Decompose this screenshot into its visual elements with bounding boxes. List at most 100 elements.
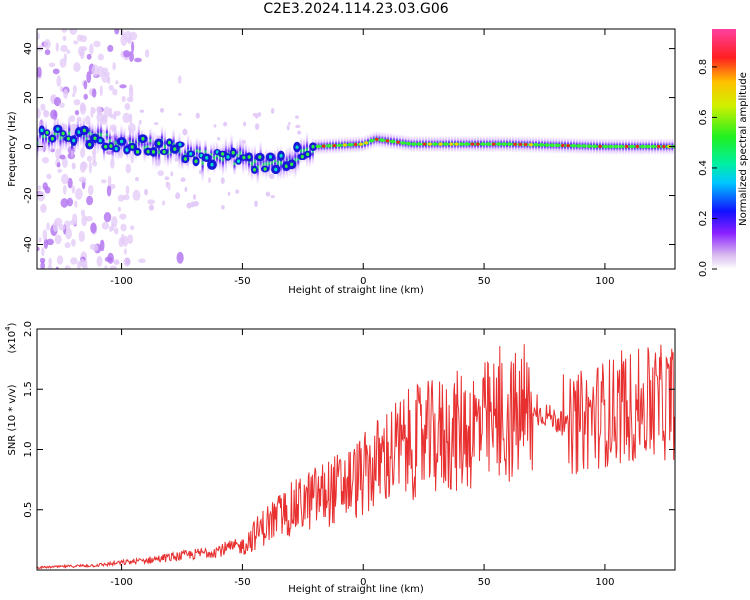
heatmap-noise-blob [39, 257, 46, 264]
heatmap-noise-blob [91, 64, 100, 77]
heatmap-band-column [198, 138, 201, 165]
heatmap-band-column [129, 125, 132, 161]
heatmap-peak-core [236, 159, 241, 163]
heatmap-peak-core [167, 140, 172, 145]
heatmap-band-column [59, 119, 62, 157]
heatmap-peak-core [598, 144, 602, 148]
heatmap-peak-blob [496, 142, 502, 146]
heatmap-noise-blob [81, 215, 87, 227]
heatmap-noise-blob [128, 88, 134, 99]
heatmap-peak-blob [480, 142, 486, 146]
heatmap-noise-blob [53, 97, 62, 107]
top-x-tick-label: 0 [360, 276, 366, 287]
heatmap-noise-blob [57, 168, 63, 173]
heatmap-noise-blob [110, 223, 115, 231]
heatmap-band-column [213, 141, 216, 176]
heatmap-noise-blob [100, 239, 105, 252]
heatmap-peak-core [109, 144, 113, 148]
heatmap-noise-blob [101, 179, 107, 184]
heatmap-band-column [149, 127, 152, 154]
top-plot-frame [36, 28, 676, 270]
heatmap-noise-blob [108, 107, 113, 117]
heatmap-noise-blob [190, 201, 195, 208]
heatmap-peak-blob [347, 142, 353, 147]
heatmap-band-column [216, 141, 219, 171]
heatmap-noise-blob [192, 194, 197, 200]
heatmap-peak-core [374, 137, 379, 141]
heatmap-noise-blob [119, 84, 127, 89]
heatmap-noise-blob [119, 213, 127, 220]
heatmap-band-column [178, 131, 181, 170]
heatmap-peak-core [476, 142, 480, 146]
heatmap-peak-core [290, 162, 294, 167]
heatmap-band-column [85, 126, 88, 151]
heatmap-noise-blob [73, 40, 79, 45]
heatmap-peak-core [221, 152, 225, 156]
heatmap-noise-blob [107, 175, 112, 187]
heatmap-peak-core [242, 155, 246, 160]
heatmap-peak-blob [411, 142, 417, 146]
heatmap-noise-blob [295, 115, 299, 119]
heatmap-band-column [297, 145, 300, 173]
heatmap-peak-core [173, 147, 177, 151]
bottom-y-axis-label: SNR (10 * v/v) [7, 384, 18, 455]
top-y-tick-label: 0 [23, 143, 34, 149]
heatmap-peak-blob [581, 144, 587, 148]
heatmap-noise-blob [86, 155, 93, 162]
heatmap-peak-core [268, 155, 273, 159]
heatmap-band-column [271, 149, 274, 176]
heatmap-peak-core [518, 142, 523, 146]
bottom-x-tick-label: 50 [478, 577, 491, 588]
heatmap-noise-blob [85, 215, 93, 222]
heatmap-noise-blob [87, 184, 94, 196]
heatmap-noise-blob [170, 171, 174, 177]
heatmap-peak-blob [485, 142, 492, 146]
heatmap-band-column [210, 142, 213, 168]
bottom-x-tick-label: -100 [110, 577, 133, 588]
heatmap-band-column [239, 136, 242, 170]
heatmap-noise-blob [117, 194, 125, 202]
heatmap-noise-blob [112, 88, 118, 96]
heatmap-noise-blob [67, 177, 73, 189]
heatmap-peak-core [284, 164, 288, 168]
heatmap-noise-blob [147, 199, 155, 205]
heatmap-noise-blob [186, 202, 192, 209]
heatmap-noise-blob [37, 246, 40, 252]
heatmap-band-column [37, 125, 39, 162]
heatmap-peak-core [40, 128, 44, 133]
heatmap-noise-blob [254, 123, 260, 130]
heatmap-noise-blob [113, 259, 120, 266]
heatmap-band-column [378, 131, 381, 149]
heatmap-noise-blob [122, 235, 129, 247]
heatmap-noise-blob [54, 217, 63, 227]
heatmap-peak-blob [533, 143, 539, 147]
heatmap-noise-blob [106, 184, 112, 197]
colorbar-ticks: 0.0 0.2 0.4 0.6 0.8 [698, 59, 717, 277]
heatmap-peak-core [98, 138, 102, 143]
heatmap-peak-blob [400, 141, 406, 145]
heatmap-noise-blob [132, 189, 141, 201]
heatmap-peak-blob [390, 139, 396, 144]
heatmap-noise-blob [89, 243, 96, 250]
heatmap-peak-blob [464, 142, 470, 146]
heatmap-noise-blob [154, 122, 159, 126]
top-x-tick-label: -100 [110, 276, 133, 287]
heatmap-peak-core [385, 139, 390, 143]
top-axis-ticks: -100 -50 0 50 100 -40 -20 0 20 40 [23, 29, 675, 287]
heatmap-noise-blob [107, 252, 114, 264]
heatmap-noise-blob [114, 29, 120, 35]
heatmap-peak-core [114, 146, 118, 151]
heatmap-peak-blob [315, 144, 321, 149]
heatmap-peak-blob [618, 144, 624, 149]
heatmap-noise-blob [69, 115, 76, 122]
heatmap-noise-blob [270, 107, 275, 114]
heatmap-peak-core [491, 142, 496, 146]
heatmap-noise-blob [41, 247, 45, 257]
heatmap-noise-blob [37, 185, 42, 191]
heatmap-noise-blob [178, 112, 182, 116]
bottom-y-tick-label: 1.0 [23, 442, 34, 458]
heatmap-noise-blob [123, 50, 131, 58]
heatmap-noise-blob [79, 103, 87, 115]
bottom-axis-ticks: -100 -50 0 50 100 0.5 1.0 1.5 2.0 [23, 321, 675, 588]
heatmap-peak-core [119, 139, 124, 144]
